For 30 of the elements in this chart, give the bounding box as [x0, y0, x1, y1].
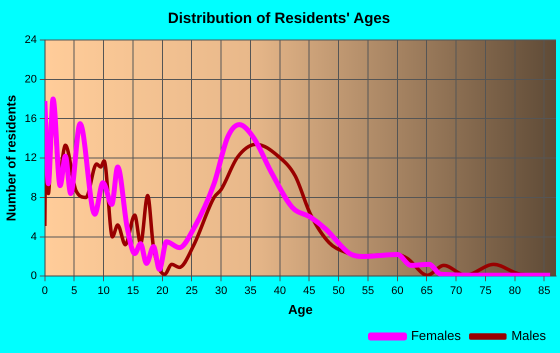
x-tick-label: 85 — [538, 284, 550, 297]
y-tick-label: 12 — [24, 152, 37, 164]
x-tick-label: 40 — [274, 284, 286, 297]
y-tick-label: 4 — [30, 230, 37, 243]
y-tick-label: 20 — [24, 73, 37, 86]
x-tick-label: 30 — [214, 284, 228, 297]
y-tick-label: 24 — [24, 34, 37, 46]
x-tick-label: 35 — [244, 284, 257, 297]
chart-title: Distribution of Residents' Ages — [168, 10, 390, 28]
x-tick-label: 5 — [71, 284, 78, 297]
x-tick-label: 10 — [97, 284, 110, 297]
x-tick-label: 45 — [303, 284, 316, 297]
y-axis-title: Number of residents — [3, 94, 18, 222]
x-tick-label: 75 — [479, 284, 492, 297]
x-tick-label: 55 — [362, 284, 374, 297]
y-tick-label: 0 — [30, 270, 37, 282]
y-tick-label: 16 — [24, 112, 37, 125]
x-tick-label: 80 — [508, 284, 521, 297]
legend-label: Males — [511, 328, 546, 344]
x-tick-label: 25 — [186, 284, 198, 297]
x-tick-label: 15 — [126, 284, 140, 297]
y-tick-label: 8 — [30, 192, 37, 204]
x-tick-label: 65 — [420, 284, 433, 297]
x-tick-label: 60 — [391, 284, 404, 297]
x-tick-label: 70 — [450, 284, 462, 297]
x-tick-label: 0 — [42, 284, 48, 297]
x-tick-label: 20 — [156, 284, 168, 297]
legend-label: Females — [410, 328, 462, 344]
x-axis-title: Age — [288, 302, 313, 317]
x-tick-label: 50 — [332, 284, 345, 297]
